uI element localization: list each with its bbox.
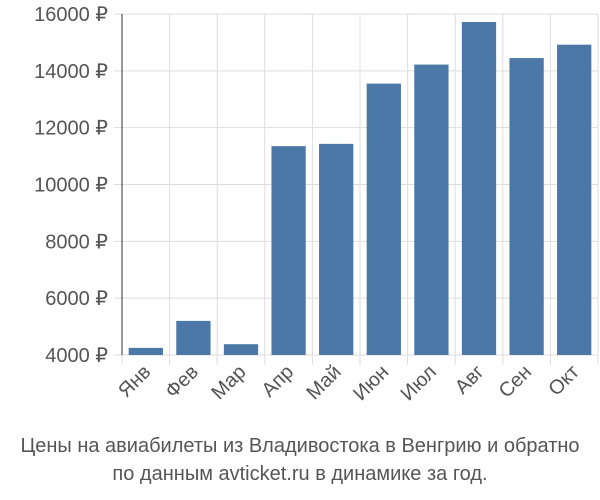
bar-2 [176, 320, 211, 355]
y-tick-label: 16000 ₽ [34, 4, 108, 26]
bar-9 [509, 58, 544, 355]
bar-6 [366, 83, 401, 355]
x-axis: Янв Фев Мар Апр Май Июн Июл Авг Сен Окт [114, 361, 584, 405]
y-tick-label: 14000 ₽ [34, 61, 108, 83]
x-tick-label: Окт [544, 361, 583, 400]
bar-5 [319, 143, 354, 355]
grid-lines [114, 13, 599, 365]
y-tick-label: 8000 ₽ [45, 231, 108, 253]
x-tick-label: Июн [349, 361, 393, 405]
y-tick-label: 10000 ₽ [34, 175, 108, 197]
bars [128, 21, 592, 356]
x-tick-label: Май [302, 361, 345, 404]
x-tick-label: Авг [451, 361, 489, 399]
bar-chart: 4000 ₽ 6000 ₽ 8000 ₽ 10000 ₽ 12000 ₽ 14000 ₽ 1… [34, 4, 599, 405]
bar-1 [128, 347, 163, 355]
x-tick-label: Мар [207, 361, 250, 404]
bar-4 [271, 146, 306, 355]
y-tick-label: 12000 ₽ [34, 118, 108, 140]
x-tick-label: Сен [495, 361, 536, 402]
caption-line-1: Цены на авиабилеты из Владивостока в Вен… [20, 435, 580, 457]
y-tick-label: 6000 ₽ [45, 288, 108, 310]
bar-8 [461, 21, 497, 356]
x-tick-label: Апр [258, 361, 299, 402]
x-tick-label: Фев [161, 361, 203, 403]
y-tick-label: 4000 ₽ [45, 345, 108, 367]
bar-3 [223, 344, 259, 355]
y-axis: 4000 ₽ 6000 ₽ 8000 ₽ 10000 ₽ 12000 ₽ 14000 ₽ 1… [34, 4, 123, 367]
bar-7 [414, 64, 449, 355]
x-tick-label: Янв [114, 361, 155, 402]
bar-10 [557, 44, 592, 355]
x-tick-label: Июл [397, 361, 441, 405]
caption-line-2: по данным avticket.ru в динамике за год. [112, 463, 488, 485]
